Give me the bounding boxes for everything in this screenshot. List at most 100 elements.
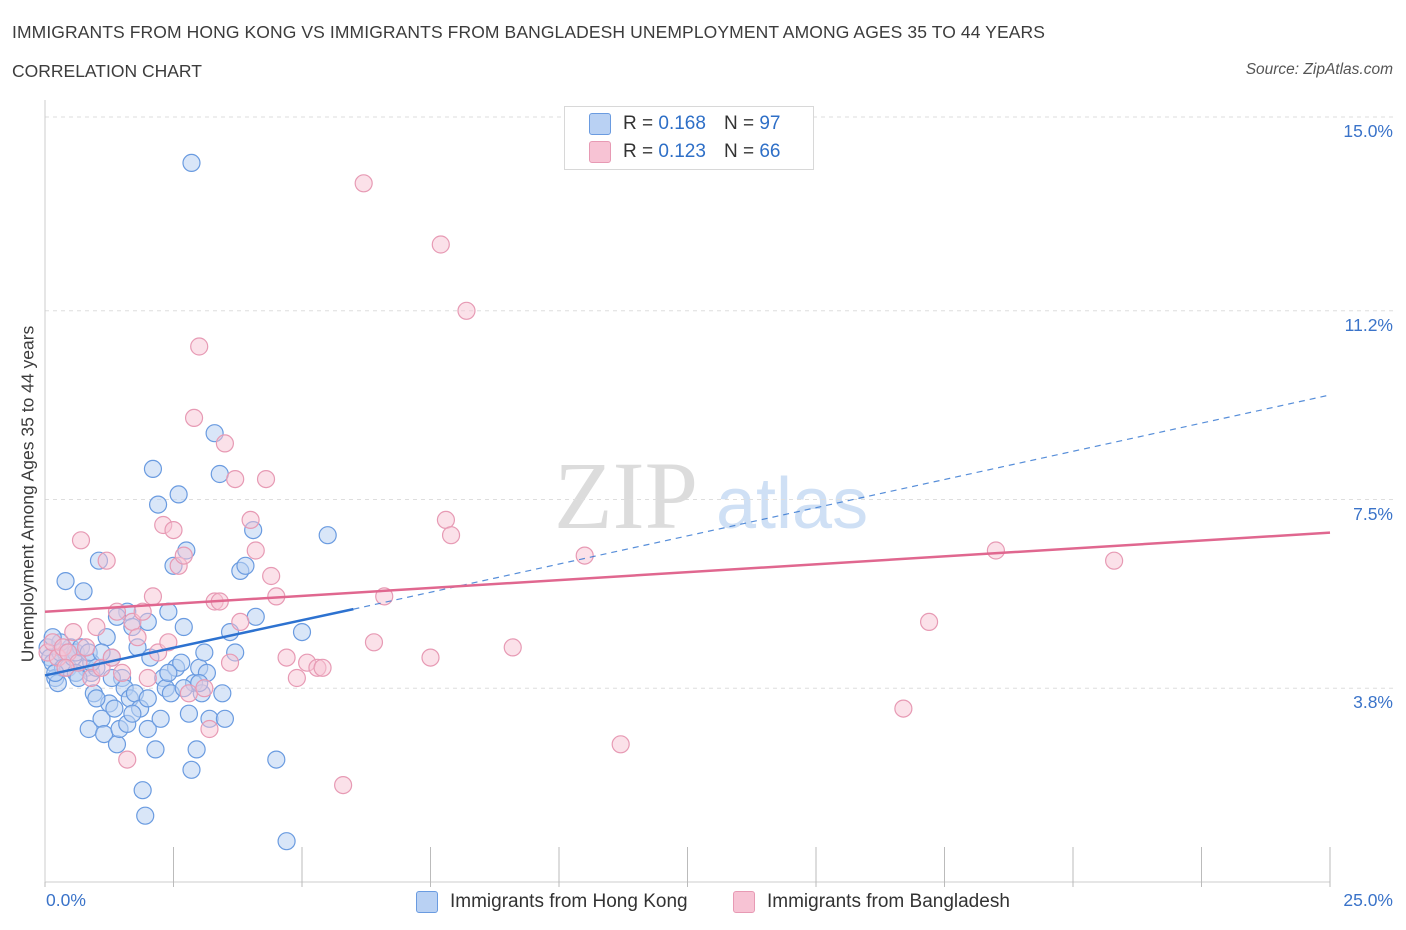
data-point-bangladesh: [112, 663, 132, 683]
data-point-bangladesh: [138, 668, 157, 688]
data-point-bangladesh: [184, 408, 204, 427]
data-point-hong-kong: [213, 684, 232, 703]
data-point-bangladesh: [118, 750, 137, 769]
data-point-hong-kong: [123, 704, 142, 723]
data-point-bangladesh: [262, 566, 281, 586]
series-hong-kong: [38, 153, 337, 851]
y-tick-label: 3.8%: [1353, 692, 1393, 713]
data-point-hong-kong: [210, 464, 229, 484]
data-point-hong-kong: [169, 485, 188, 504]
data-point-hong-kong: [105, 699, 124, 718]
trend-line-hong-kong-extrapolated: [353, 394, 1331, 610]
data-point-bangladesh: [215, 434, 234, 453]
data-point-hong-kong: [138, 689, 157, 708]
data-point-hong-kong: [159, 663, 178, 683]
x-tick-label-max: 25.0%: [1343, 890, 1393, 910]
data-point-hong-kong: [292, 622, 312, 642]
data-point-hong-kong: [172, 653, 191, 672]
data-point-hong-kong: [143, 459, 163, 478]
data-point-bangladesh: [431, 235, 450, 254]
data-point-bangladesh: [64, 622, 83, 642]
chart-title: IMMIGRANTS FROM HONG KONG VS IMMIGRANTS …: [12, 22, 1046, 42]
data-point-bangladesh: [277, 648, 296, 667]
data-point-bangladesh: [190, 337, 209, 356]
n-label: N =: [723, 113, 755, 134]
data-point-hong-kong: [318, 526, 337, 545]
data-point-hong-kong: [146, 740, 165, 759]
n-label: N =: [723, 141, 755, 162]
data-point-hong-kong: [56, 571, 75, 591]
data-point-bangladesh: [436, 510, 456, 530]
data-point-bangladesh: [313, 658, 332, 677]
data-point-bangladesh: [919, 612, 939, 632]
data-point-hong-kong: [133, 781, 152, 800]
data-point-bangladesh: [159, 633, 178, 652]
y-tick-label: 15.0%: [1343, 121, 1393, 141]
data-point-hong-kong: [182, 760, 201, 779]
data-point-hong-kong: [215, 709, 234, 728]
data-point-bangladesh: [575, 546, 594, 565]
gridlines: [45, 116, 1395, 689]
chart-subtitle: CORRELATION CHART: [12, 61, 202, 81]
data-point-bangladesh: [256, 470, 276, 489]
data-point-bangladesh: [77, 638, 96, 657]
source-label: Source: ZipAtlas.com: [1245, 61, 1393, 78]
data-point-bangladesh: [164, 520, 183, 540]
legend-item-bangladesh[interactable]: Immigrants from Bangladesh: [733, 890, 1010, 914]
data-point-bangladesh: [174, 546, 193, 565]
data-point-bangladesh: [220, 653, 240, 672]
y-axis-label: Unemployment Among Ages 35 to 44 years: [17, 325, 38, 663]
trend-line-hong-kong: [44, 607, 354, 677]
data-point-bangladesh: [441, 526, 461, 545]
data-point-bangladesh: [241, 510, 260, 530]
data-point-bangladesh: [143, 587, 163, 606]
legend-item-hong-kong[interactable]: Immigrants from Hong Kong: [416, 890, 688, 914]
watermark-zip: ZIP: [554, 442, 698, 549]
data-point-bangladesh: [1105, 551, 1124, 570]
data-point-hong-kong: [107, 735, 127, 754]
stats-legend: R = 0.168 N = 97 R = 0.123 N = 66: [564, 106, 814, 170]
data-point-hong-kong: [187, 740, 206, 759]
data-point-hong-kong: [151, 709, 170, 728]
legend-label-hong-kong: Immigrants from Hong Kong: [450, 891, 688, 912]
x-tick-label-min: 0.0%: [46, 890, 86, 910]
data-point-bangladesh: [986, 541, 1006, 560]
y-tick-label: 7.5%: [1353, 503, 1393, 524]
data-point-bangladesh: [226, 470, 245, 489]
data-point-bangladesh: [364, 633, 384, 652]
data-point-hong-kong: [195, 643, 214, 662]
stats-legend-row-hong-kong: R = 0.168 N = 97: [589, 112, 780, 136]
legend-swatch-blue: [589, 113, 611, 135]
data-point-hong-kong: [138, 719, 157, 739]
data-point-bangladesh: [97, 551, 116, 570]
data-point-hong-kong: [74, 582, 93, 601]
data-point-bangladesh: [56, 658, 75, 677]
data-point-bangladesh: [354, 174, 373, 193]
trend-lines: [44, 394, 1331, 677]
data-point-bangladesh: [128, 628, 147, 647]
n-value-hong-kong: 97: [759, 113, 781, 134]
data-point-hong-kong: [179, 704, 199, 723]
stats-legend-row-bangladesh: R = 0.123 N = 66: [589, 140, 780, 164]
data-point-bangladesh: [457, 301, 476, 320]
data-point-hong-kong: [267, 750, 286, 769]
axes: [44, 100, 1331, 887]
data-point-hong-kong: [182, 153, 201, 172]
data-point-bangladesh: [503, 638, 522, 657]
r-value-hong-kong: 0.168: [658, 113, 706, 134]
trend-line-bangladesh: [44, 531, 1331, 613]
data-point-bangladesh: [894, 699, 913, 718]
n-value-bangladesh: 66: [759, 141, 781, 162]
data-point-hong-kong: [246, 607, 265, 626]
data-point-bangladesh: [611, 735, 630, 754]
r-label: R =: [623, 141, 654, 162]
data-point-bangladesh: [246, 541, 265, 560]
data-point-bangladesh: [87, 617, 106, 637]
y-tick-label: 11.2%: [1344, 314, 1393, 335]
data-point-bangladesh: [133, 602, 152, 621]
data-point-hong-kong: [174, 617, 193, 637]
data-point-bangladesh: [195, 679, 214, 698]
legend-swatch-blue: [416, 891, 438, 913]
watermark-atlas: atlas: [716, 464, 868, 544]
